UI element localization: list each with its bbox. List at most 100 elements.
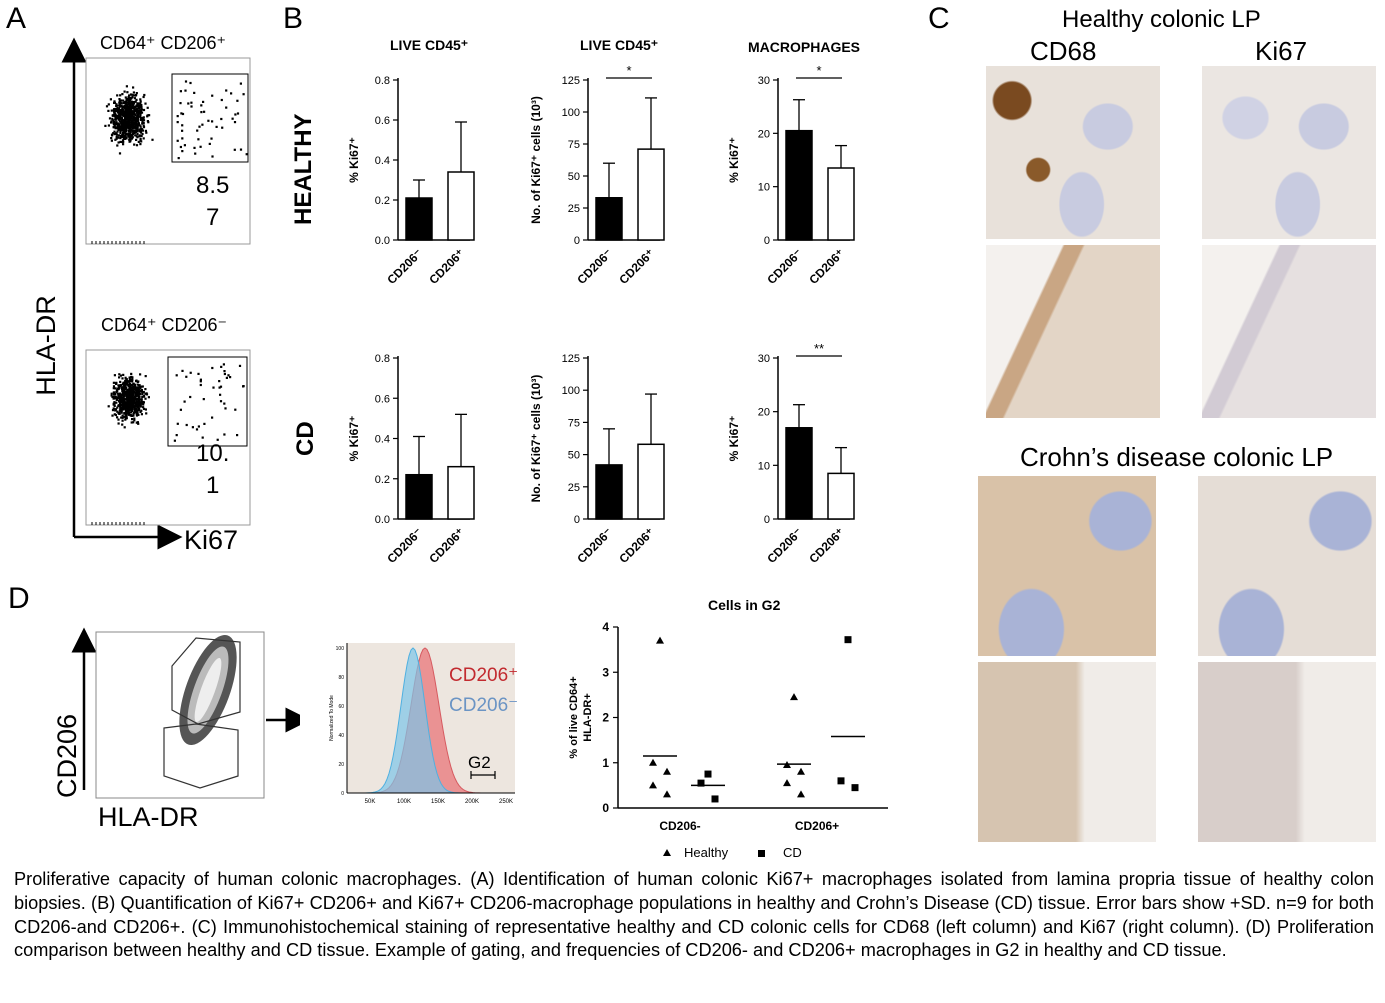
cell-dot	[134, 401, 137, 404]
scatter-y-label-line1: % of live CD64+	[568, 676, 580, 758]
scatter-y-label-line2: HLA-DR+	[582, 693, 594, 742]
cell-dot	[132, 91, 135, 94]
cell-dot	[124, 390, 127, 393]
cell-dot	[135, 403, 138, 407]
cell-dot	[135, 411, 138, 414]
cell-dot	[137, 120, 140, 123]
cell-dot	[139, 100, 142, 103]
cell-dot	[140, 402, 143, 405]
cell-dot	[134, 125, 137, 128]
cell-dot	[130, 403, 133, 406]
cell-dot	[233, 121, 237, 124]
cell-dot	[140, 134, 143, 137]
cell-dot	[133, 118, 136, 121]
cell-dot	[180, 112, 183, 115]
cell-dot	[129, 132, 132, 135]
bar-cd206-neg	[785, 427, 813, 520]
cell-dot	[114, 413, 117, 417]
cell-dot	[135, 144, 139, 147]
cell-dot	[138, 124, 141, 127]
cell-dot	[179, 102, 182, 105]
cell-dot	[121, 108, 125, 111]
cell-dot	[117, 110, 120, 113]
cell-dot	[144, 375, 147, 378]
cell-dot	[133, 410, 136, 413]
cell-dot	[117, 393, 120, 396]
cell-dot	[130, 383, 133, 387]
cell-dot	[128, 382, 131, 385]
cell-dot	[134, 121, 138, 124]
cell-dot	[117, 141, 120, 144]
cell-dot	[216, 438, 219, 441]
cell-dot	[132, 94, 135, 97]
cell-dot	[245, 153, 248, 156]
point-healthy	[797, 790, 805, 798]
cell-dot	[114, 138, 117, 141]
cell-dot	[140, 413, 143, 416]
bar-chart-h3: 0 10 20 30 CD206⁻ CD206⁺ * % Ki67⁺	[727, 63, 855, 287]
cell-dot	[112, 381, 115, 384]
bar-cd206-pos	[827, 472, 855, 520]
cell-dot	[113, 121, 116, 124]
point-healthy	[649, 758, 657, 766]
cell-dot	[137, 111, 140, 115]
cell-dot	[139, 139, 142, 142]
cell-dot	[139, 143, 142, 146]
cell-dot	[116, 116, 119, 119]
cell-dot	[124, 130, 127, 133]
cell-dot	[113, 101, 117, 104]
cell-dot	[111, 117, 114, 120]
cell-dot	[179, 408, 182, 411]
cell-dot	[124, 120, 127, 123]
cell-dot	[135, 380, 138, 383]
cell-dot	[127, 380, 130, 383]
bar-cd206-neg	[595, 464, 623, 520]
histo-x-tick: 200K	[465, 799, 479, 805]
cell-dot	[133, 419, 136, 422]
cell-dot	[119, 380, 122, 383]
cell-dot	[129, 394, 132, 397]
cell-dot	[142, 117, 145, 120]
cell-dot	[212, 386, 215, 389]
y-tick-label: 30	[758, 75, 770, 87]
cell-dot	[133, 395, 136, 398]
cell-dot	[130, 421, 133, 424]
panel-a: CD64⁺ CD206⁺ 8.5 7 CD64⁺ CD206⁻ 10. 1 HL…	[0, 0, 280, 570]
cell-dot	[191, 426, 194, 429]
cell-dot	[222, 363, 225, 366]
point-healthy	[790, 693, 798, 701]
y-tick-label: 0	[764, 235, 770, 247]
cell-dot	[128, 404, 131, 407]
cell-dot	[142, 119, 146, 122]
cell-dot	[125, 415, 128, 418]
cell-dot	[129, 111, 132, 114]
ihc-cd-cd68-bottom	[978, 662, 1156, 842]
cell-dot	[133, 397, 136, 401]
cell-dot	[112, 385, 116, 388]
cell-dot	[121, 110, 124, 113]
cell-dot	[127, 383, 130, 386]
cell-dot	[133, 405, 136, 408]
cell-dot	[118, 126, 121, 129]
cell-dot	[119, 132, 122, 135]
cell-dot	[125, 123, 128, 126]
cell-dot	[119, 110, 122, 113]
cell-dot	[193, 91, 196, 94]
cell-dot	[120, 124, 123, 127]
cell-dot	[138, 388, 141, 391]
cell-dot	[117, 134, 120, 137]
cell-dot	[133, 386, 136, 389]
cell-dot	[128, 398, 131, 401]
cd-title: Crohn’s disease colonic LP	[1020, 442, 1334, 472]
cell-dot	[118, 118, 121, 121]
cell-dot	[239, 148, 243, 151]
cell-dot	[112, 387, 115, 390]
cell-dot	[200, 104, 203, 107]
cell-dot	[175, 374, 178, 377]
cell-dot	[132, 400, 135, 403]
cell-dot	[121, 107, 124, 110]
cell-dot	[137, 380, 140, 383]
cell-dot	[129, 138, 132, 141]
panel-d: CD206 HLA-DR 0 20 40 60 80 100 50K 100K 150K 200K…	[0, 580, 930, 860]
cell-dot	[236, 112, 240, 115]
